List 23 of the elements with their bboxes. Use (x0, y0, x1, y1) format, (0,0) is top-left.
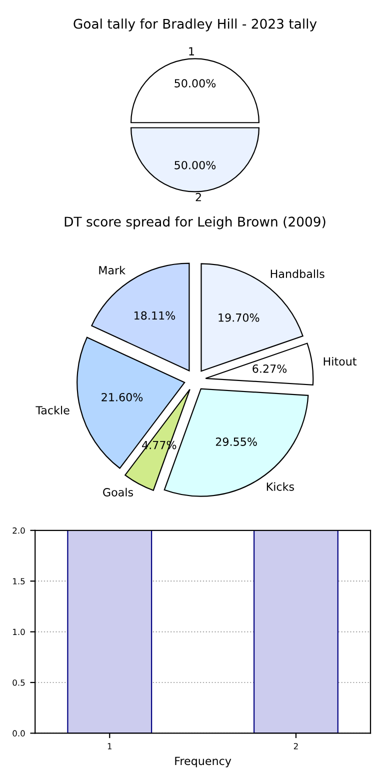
slice-label: 2 (196, 192, 201, 202)
data-label: 50.00% (174, 160, 216, 170)
data-label: 50.00% (174, 79, 216, 88)
y-tick-label: 2.0 (12, 527, 25, 534)
slice-label: 1 (189, 47, 194, 56)
chart-title: Goal tally for Bradley Hill - 2023 tally (74, 18, 317, 32)
slice-label: Tackle (36, 406, 70, 414)
data-label: 21.60% (102, 392, 143, 402)
y-tick-label: 0.5 (12, 679, 25, 686)
slice-label: Hitout (324, 356, 356, 366)
x-axis-title: Frequency (175, 756, 232, 768)
data-label: 18.11% (134, 311, 176, 320)
slice-label: Mark (99, 266, 126, 274)
data-label: 29.55% (216, 438, 257, 446)
data-label: 6.27% (252, 364, 287, 373)
data-label: 19.70% (218, 313, 260, 322)
slice-label: Handballs (270, 269, 324, 278)
y-tick-label: 1.5 (13, 578, 25, 584)
y-tick-label: 0.0 (12, 730, 25, 736)
slice-label: Kicks (266, 482, 294, 491)
slice-label: Goals (103, 488, 134, 496)
y-tick-label: 1.0 (13, 628, 25, 636)
chart-title: DT score spread for Leigh Brown (2009) (64, 216, 326, 230)
